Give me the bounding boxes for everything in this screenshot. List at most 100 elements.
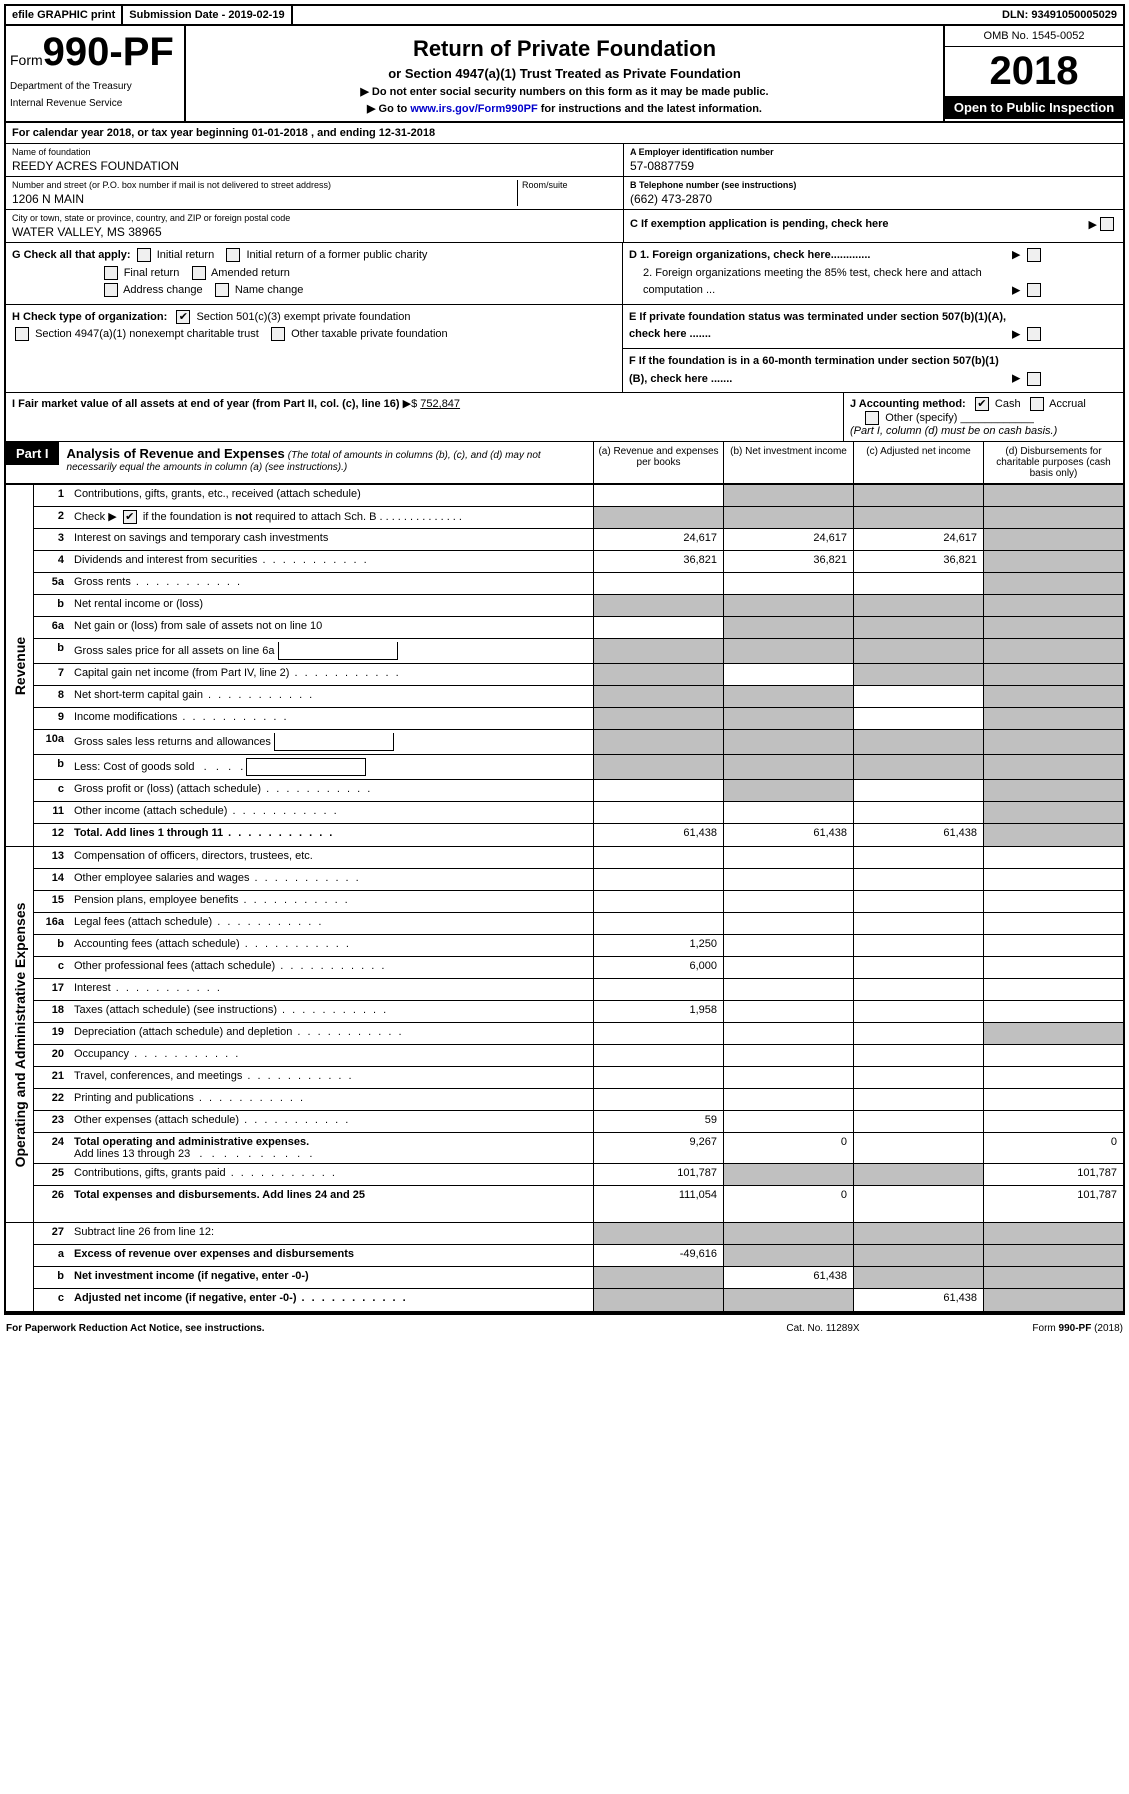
row-19-label: Depreciation (attach schedule) and deple… [70,1023,593,1044]
r23-a: 59 [593,1111,723,1132]
row-10c-label: Gross profit or (loss) (attach schedule) [70,780,593,801]
ein-value: 57-0887759 [630,159,1117,173]
submission-date: Submission Date - 2019-02-19 [123,6,292,24]
h-row: H Check type of organization: Section 50… [6,305,622,348]
h-other-checkbox[interactable] [271,327,285,341]
d1-checkbox[interactable] [1027,248,1041,262]
j-accrual-checkbox[interactable] [1030,397,1044,411]
row-18-label: Taxes (attach schedule) (see instruction… [70,1001,593,1022]
form-990pf: efile GRAPHIC print Submission Date - 20… [4,4,1125,1315]
row-6b-label: Gross sales price for all assets on line… [70,639,593,663]
addr-label: Number and street (or P.O. box number if… [12,180,517,190]
city-state-zip: WATER VALLEY, MS 38965 [12,225,617,239]
schb-checkbox[interactable] [123,510,137,524]
r26-d: 101,787 [983,1186,1123,1222]
form-subtitle: or Section 4947(a)(1) Trust Treated as P… [192,66,937,81]
r24-b: 0 [723,1133,853,1163]
r24-d: 0 [983,1133,1123,1163]
row-15-label: Pension plans, employee benefits [70,891,593,912]
efile-label: efile GRAPHIC print [6,6,123,24]
col-a-header: (a) Revenue and expenses per books [593,442,723,483]
row-13-label: Compensation of officers, directors, tru… [70,847,593,868]
r4-a: 36,821 [593,551,723,572]
dln: DLN: 93491050005029 [996,6,1123,24]
j-label: J Accounting method: [850,398,966,410]
goto-note: ▶ Go to www.irs.gov/Form990PF for instru… [192,102,937,115]
j-other-checkbox[interactable] [865,411,879,425]
e-checkbox[interactable] [1027,327,1041,341]
r12-b: 61,438 [723,824,853,846]
name-label: Name of foundation [12,147,617,157]
r26-a: 111,054 [593,1186,723,1222]
col-c-header: (c) Adjusted net income [853,442,983,483]
paperwork-notice: For Paperwork Reduction Act Notice, see … [6,1323,723,1334]
g-amended-checkbox[interactable] [192,266,206,280]
g-initial-former-checkbox[interactable] [226,248,240,262]
row-27b-label: Net investment income (if negative, ente… [70,1267,593,1288]
j-cash-checkbox[interactable] [975,397,989,411]
row-17-label: Interest [70,979,593,1000]
r4-b: 36,821 [723,551,853,572]
form-title: Return of Private Foundation [192,36,937,62]
row-4-label: Dividends and interest from securities [70,551,593,572]
ein-label: A Employer identification number [630,147,1117,157]
c-checkbox[interactable] [1100,217,1114,231]
row-1-label: Contributions, gifts, grants, etc., rece… [70,485,593,506]
r26-b: 0 [723,1186,853,1222]
row-20-label: Occupancy [70,1045,593,1066]
revenue-side-label: Revenue [12,636,28,694]
row-5a-label: Gross rents [70,573,593,594]
col-d-header: (d) Disbursements for charitable purpose… [983,442,1123,483]
fmv-value: 752,847 [420,398,460,410]
c-label: C If exemption application is pending, c… [630,218,889,230]
telephone: (662) 473-2870 [630,192,1117,206]
g-initial-checkbox[interactable] [137,248,151,262]
omb-number: OMB No. 1545-0052 [945,26,1123,47]
g-address-checkbox[interactable] [104,283,118,297]
row-27c-label: Adjusted net income (if negative, enter … [70,1289,593,1311]
tel-label: B Telephone number (see instructions) [630,180,1117,190]
i-j-row: I Fair market value of all assets at end… [6,392,1123,442]
row-9-label: Income modifications [70,708,593,729]
r3-a: 24,617 [593,529,723,550]
g-name-checkbox[interactable] [215,283,229,297]
section-g-to-f: G Check all that apply: Initial return I… [6,243,1123,392]
entity-info: Name of foundation REEDY ACRES FOUNDATIO… [6,144,1123,243]
d2-checkbox[interactable] [1027,283,1041,297]
row-16c-label: Other professional fees (attach schedule… [70,957,593,978]
part1-label: Part I [6,442,59,465]
f-checkbox[interactable] [1027,372,1041,386]
row-10a-label: Gross sales less returns and allowances [70,730,593,754]
opex-side-label: Operating and Administrative Expenses [12,902,28,1167]
row-11-label: Other income (attach schedule) [70,802,593,823]
h-4947-checkbox[interactable] [15,327,29,341]
irs-link[interactable]: www.irs.gov/Form990PF [410,103,537,115]
r27b-b: 61,438 [723,1267,853,1288]
r27c-c: 61,438 [853,1289,983,1311]
r25-a: 101,787 [593,1164,723,1185]
top-bar: efile GRAPHIC print Submission Date - 20… [6,6,1123,26]
g-final-checkbox[interactable] [104,266,118,280]
r24-a: 9,267 [593,1133,723,1163]
row-12-label: Total. Add lines 1 through 11 [70,824,593,846]
e-row: E If private foundation status was termi… [623,305,1123,349]
row-10b-label: Less: Cost of goods sold . . . . [70,755,593,779]
line27-section: 27Subtract line 26 from line 12: aExcess… [6,1223,1123,1313]
row-7-label: Capital gain net income (from Part IV, l… [70,664,593,685]
row-22-label: Printing and publications [70,1089,593,1110]
d-row: D 1. Foreign organizations, check here..… [623,243,1123,305]
g-row: G Check all that apply: Initial return I… [6,243,622,305]
r27a-a: -49,616 [593,1245,723,1266]
form-number: Form990-PF [10,30,180,75]
revenue-section: Revenue 1Contributions, gifts, grants, e… [6,485,1123,847]
h-501c3-checkbox[interactable] [176,310,190,324]
part1-header: Part I Analysis of Revenue and Expenses … [6,442,1123,485]
r16b-a: 1,250 [593,935,723,956]
row-23-label: Other expenses (attach schedule) [70,1111,593,1132]
ssn-note: ▶ Do not enter social security numbers o… [192,85,937,98]
row-27a-label: Excess of revenue over expenses and disb… [70,1245,593,1266]
row-21-label: Travel, conferences, and meetings [70,1067,593,1088]
row-6a-label: Net gain or (loss) from sale of assets n… [70,617,593,638]
arrow-icon: ▶ [1089,218,1097,231]
row-26-label: Total expenses and disbursements. Add li… [70,1186,593,1222]
